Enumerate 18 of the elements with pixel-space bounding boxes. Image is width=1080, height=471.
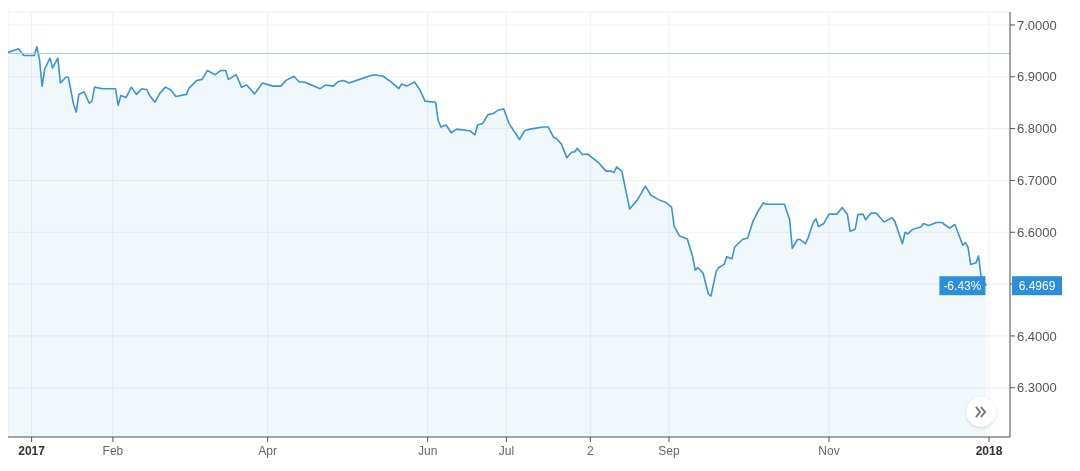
y-tick-label: 6.4000 bbox=[1017, 328, 1057, 344]
annotation: 6.4969 bbox=[1018, 278, 1056, 293]
x-tick-label: 2018 bbox=[975, 444, 1003, 458]
y-tick-label: 6.3000 bbox=[1017, 380, 1057, 396]
x-tick-label: Jul bbox=[498, 444, 515, 458]
y-tick-label: 6.7000 bbox=[1017, 173, 1057, 189]
annotation: -6.43% bbox=[943, 278, 982, 293]
x-tick-label: Nov bbox=[818, 444, 840, 458]
x-tick-label: 2 bbox=[586, 444, 594, 458]
y-tick-label: 6.8000 bbox=[1017, 121, 1057, 137]
x-tick-label: Sep bbox=[658, 444, 680, 458]
x-tick-label: 2017 bbox=[18, 444, 46, 458]
y-tick-label: 6.9000 bbox=[1017, 69, 1057, 85]
y-tick-label: 7.0000 bbox=[1017, 17, 1057, 33]
x-tick-label: Apr bbox=[258, 444, 278, 458]
x-tick-label: Feb bbox=[102, 444, 124, 458]
y-tick-label: 6.6000 bbox=[1017, 224, 1057, 240]
x-tick-label: Jun bbox=[418, 444, 438, 458]
